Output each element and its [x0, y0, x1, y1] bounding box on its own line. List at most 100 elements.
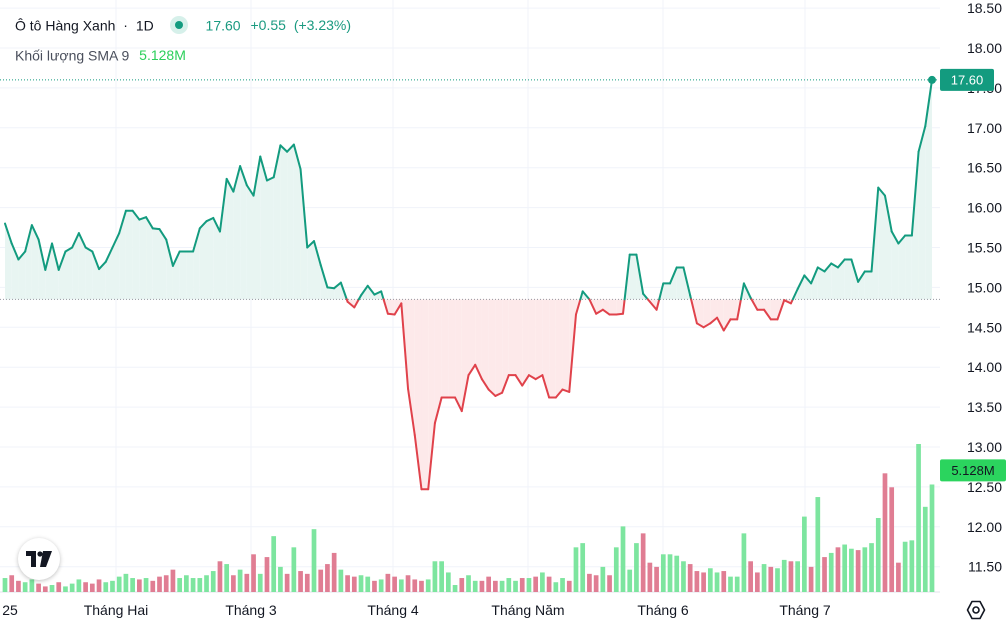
price-segment	[810, 266, 819, 285]
price-segment	[165, 238, 174, 267]
volume-bar	[16, 580, 21, 592]
price-segment	[487, 388, 497, 397]
interval-label[interactable]: 1D	[135, 17, 154, 34]
volume-bar	[506, 578, 512, 592]
y-tick-label: 15.00	[967, 279, 1002, 295]
price-segment	[850, 258, 860, 283]
volume-bar	[546, 576, 552, 592]
volume-bar	[842, 544, 848, 592]
price-segment	[682, 266, 692, 297]
price-segment	[796, 274, 806, 290]
price-segment	[198, 220, 208, 230]
price-segment	[514, 374, 524, 387]
volume-bar	[808, 566, 814, 592]
legend-main: Ô tô Hàng Xanh · 1D 17.60 +0.55 (+3.23%)	[15, 16, 352, 35]
volume-bar	[701, 572, 706, 592]
price-segment	[527, 374, 537, 381]
price-segment	[71, 232, 80, 249]
price-change-pct: (+3.23%)	[293, 17, 352, 34]
x-axis-label: Tháng 6	[637, 602, 689, 618]
volume-bar	[466, 575, 471, 592]
volume-bar	[130, 578, 135, 592]
price-segment	[77, 232, 87, 249]
price-segment	[138, 216, 148, 221]
volume-bar	[781, 559, 787, 592]
volume-bar	[338, 569, 344, 592]
volume-bar	[378, 579, 384, 592]
volume-bar	[56, 582, 62, 592]
volume-bar	[412, 579, 418, 592]
volume-bar	[103, 582, 109, 592]
volume-bar	[519, 578, 525, 592]
price-segment	[151, 227, 161, 231]
price-segment	[883, 194, 893, 233]
volume-bar	[909, 540, 915, 592]
price-segment	[393, 302, 403, 316]
volume-bar	[284, 573, 290, 592]
volume-bar	[419, 580, 424, 592]
volume-bar	[439, 561, 444, 592]
volume-bar	[163, 575, 169, 592]
legend-separator: ·	[123, 17, 128, 34]
price-segment	[279, 144, 289, 153]
volume-bar	[271, 536, 277, 592]
y-tick-label: 11.50	[968, 559, 1002, 575]
volume-bar	[29, 579, 35, 592]
volume-bar	[822, 557, 827, 592]
volume-bar	[862, 547, 868, 592]
price-segment	[272, 144, 282, 179]
price-segment	[709, 316, 719, 325]
volume-bar	[472, 580, 478, 592]
price-segment	[265, 176, 275, 182]
price-segment	[37, 238, 47, 271]
x-axis-label: Tháng Năm	[491, 602, 564, 618]
price-segment	[239, 165, 248, 187]
volume-bar	[251, 554, 256, 592]
market-status-dot-icon	[169, 16, 188, 35]
volume-bar	[264, 557, 270, 592]
volume-bar	[372, 580, 377, 592]
price-segment	[44, 242, 54, 271]
symbol-name[interactable]: Ô tô Hàng Xanh	[15, 17, 116, 34]
volume-bar	[177, 578, 182, 592]
price-segment	[763, 308, 772, 321]
volume-bar	[392, 576, 397, 592]
volume-bar	[674, 555, 680, 592]
volume-bar	[714, 572, 720, 592]
price-segment	[454, 396, 463, 413]
y-tick-label: 15.50	[967, 240, 1002, 256]
price-segment	[245, 184, 255, 197]
y-tick-label: 13.00	[967, 439, 1002, 455]
volume-bar	[788, 561, 794, 592]
price-segment	[51, 242, 60, 271]
volume-bar	[96, 579, 102, 592]
volume-bar	[257, 573, 263, 592]
y-tick-label: 17.00	[967, 120, 1002, 136]
price-segment	[232, 165, 242, 193]
price-segment	[400, 302, 410, 390]
settings-icon[interactable]	[964, 598, 988, 622]
volume-indicator-label[interactable]: Khối lượng SMA 9	[15, 47, 130, 64]
price-segment	[319, 264, 329, 289]
price-segment	[225, 177, 235, 193]
volume-bar	[902, 541, 908, 592]
volume-bar	[345, 575, 350, 592]
volume-bar	[869, 543, 874, 592]
volume-bar	[795, 561, 800, 592]
price-segment	[373, 290, 383, 296]
volume-bar	[479, 580, 485, 592]
volume-bar	[775, 568, 780, 592]
volume-bar	[526, 578, 532, 592]
tradingview-logo-icon[interactable]	[18, 538, 60, 580]
volume-bar	[318, 569, 324, 592]
price-segment	[158, 228, 168, 241]
price-segment	[830, 262, 839, 269]
legend-volume: Khối lượng SMA 9 5.128M	[15, 46, 186, 63]
volume-bar	[593, 575, 599, 592]
price-segment	[541, 374, 551, 399]
price-segment	[474, 363, 483, 381]
y-tick-label: 14.00	[967, 359, 1002, 375]
price-segment	[534, 374, 544, 381]
price-segment	[776, 299, 786, 321]
